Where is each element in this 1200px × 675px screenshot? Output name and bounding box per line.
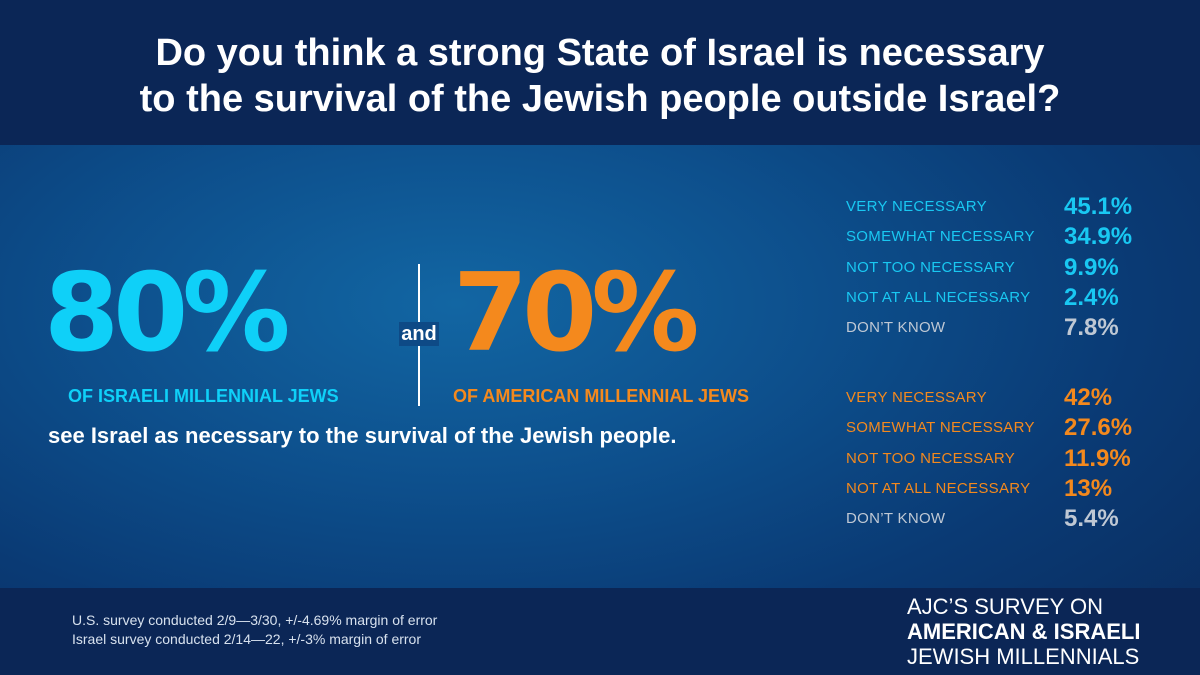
israel-survey-note: Israel survey conducted 2/14—22, +/-3% m…: [72, 631, 422, 647]
page-title: Do you think a strong State of Israel is…: [0, 30, 1200, 122]
response-label: NOT TOO NECESSARY: [846, 258, 1016, 276]
footer-bar: [0, 588, 1200, 675]
tagline: see Israel as necessary to the survival …: [48, 423, 677, 448]
header-bar: Do you think a strong State of Israel is…: [0, 0, 1200, 145]
us-headline-label: OF AMERICAN MILLENNIAL JEWS: [453, 386, 749, 406]
breakdown-row: DON’T KNOW 7.8%: [846, 314, 1166, 344]
breakdown-row: SOMEWHAT NECESSARY 27.6%: [846, 414, 1166, 444]
breakdown-row: SOMEWHAT NECESSARY 34.9%: [846, 223, 1166, 253]
response-label: DON’T KNOW: [846, 319, 946, 337]
breakdown-row: NOT AT ALL NECESSARY 13%: [846, 475, 1166, 505]
response-value: 7.8%: [1064, 314, 1119, 342]
response-value: 42%: [1064, 384, 1113, 411]
breakdown-row: NOT TOO NECESSARY 9.9%: [846, 254, 1166, 284]
breakdown-row: NOT AT ALL NECESSARY 2.4%: [846, 284, 1166, 314]
response-value: 27.6%: [1064, 414, 1133, 442]
response-label: NOT AT ALL NECESSARY: [846, 479, 1031, 497]
methodology-notes: U.S. survey conducted 2/9—3/30, +/-4.69%…: [72, 611, 437, 649]
israel-headline-label: OF ISRAELI MILLENNIAL JEWS: [68, 386, 339, 406]
response-label: VERY NECESSARY: [846, 389, 987, 406]
response-label: NOT AT ALL NECESSARY: [846, 288, 1031, 306]
response-label: NOT TOO NECESSARY: [846, 449, 1016, 467]
title-line-2: to the survival of the Jewish people out…: [139, 78, 1061, 120]
response-label: DON’T KNOW: [846, 510, 946, 528]
response-value: 5.4%: [1064, 505, 1119, 533]
response-label: VERY NECESSARY: [846, 198, 987, 215]
response-value: 13%: [1064, 474, 1113, 502]
us-survey-note: U.S. survey conducted 2/9—3/30, +/-4.69%…: [72, 612, 438, 628]
survey-brand: AJC’S SURVEY ON AMERICAN & ISRAELI JEWIS…: [907, 594, 1140, 669]
brand-line-3: JEWISH MILLENNIALS: [907, 644, 1140, 669]
response-label: SOMEWHAT NECESSARY: [846, 228, 1035, 246]
israel-breakdown: VERY NECESSARY 45.1% SOMEWHAT NECESSARY …: [846, 193, 1166, 344]
response-label: SOMEWHAT NECESSARY: [846, 419, 1035, 437]
breakdown-row: NOT TOO NECESSARY 11.9%: [846, 445, 1166, 475]
israel-headline-value: 80%: [44, 251, 291, 376]
response-value: 34.9%: [1064, 223, 1133, 251]
response-value: 2.4%: [1064, 283, 1119, 311]
response-value: 9.9%: [1064, 253, 1119, 281]
breakdown-row: VERY NECESSARY 42%: [846, 384, 1166, 414]
conjunction-label: and: [399, 322, 439, 346]
breakdown-row: DON’T KNOW 5.4%: [846, 505, 1166, 535]
brand-line-1: AJC’S SURVEY ON: [907, 594, 1104, 619]
brand-line-2: AMERICAN & ISRAELI: [907, 619, 1141, 644]
us-breakdown: VERY NECESSARY 42% SOMEWHAT NECESSARY 27…: [846, 384, 1166, 535]
breakdown-row: VERY NECESSARY 45.1%: [846, 193, 1166, 223]
response-value: 45.1%: [1064, 193, 1133, 220]
response-value: 11.9%: [1064, 444, 1131, 472]
us-headline-value: 70%: [453, 251, 700, 376]
title-line-1: Do you think a strong State of Israel is…: [155, 32, 1045, 74]
